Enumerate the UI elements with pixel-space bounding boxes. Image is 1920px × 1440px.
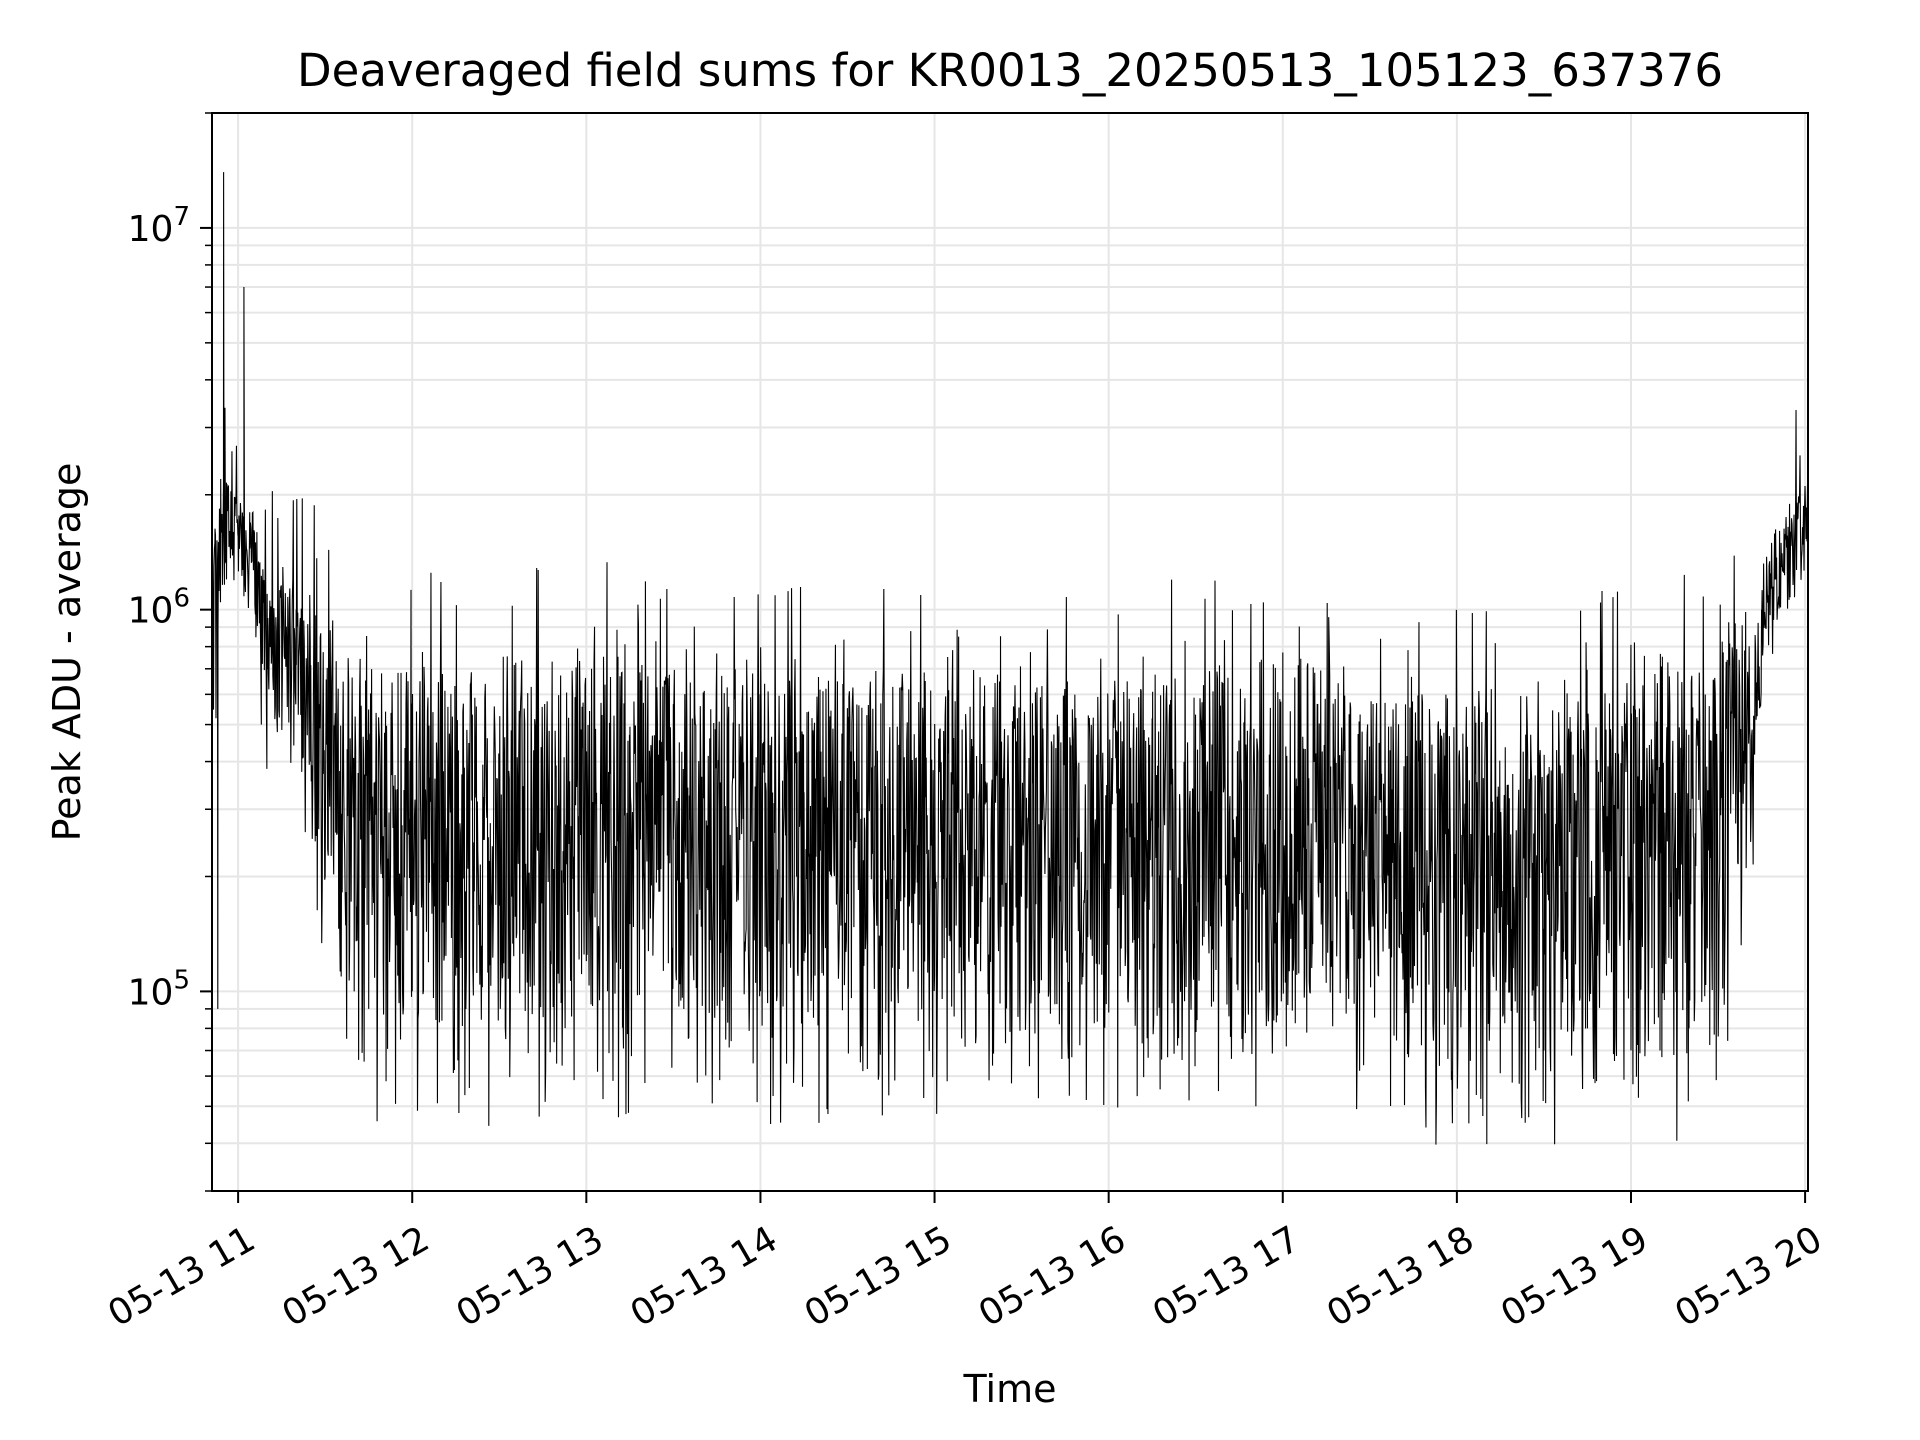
x-axis-label: Time — [963, 1367, 1057, 1411]
series-line — [211, 172, 1809, 1145]
chart-title: Deaveraged field sums for KR0013_2025051… — [297, 44, 1723, 97]
x-tick-label: 05-13 20 — [1668, 1219, 1829, 1335]
x-tick-label: 05-13 12 — [276, 1219, 437, 1335]
x-tick-label: 05-13 16 — [972, 1219, 1133, 1335]
axes-frame — [211, 112, 1809, 1192]
x-tick-label: 05-13 13 — [450, 1219, 611, 1335]
y-tick-label: 107 — [128, 202, 190, 250]
x-tick-label: 05-13 11 — [101, 1219, 262, 1335]
x-tick-label: 05-13 19 — [1494, 1219, 1655, 1335]
x-tick-label: 05-13 14 — [624, 1219, 785, 1335]
x-tick-label: 05-13 18 — [1320, 1219, 1481, 1335]
x-tick-label: 05-13 15 — [798, 1219, 959, 1335]
y-axis-label: Peak ADU - average — [45, 463, 89, 842]
x-tick-label: 05-13 17 — [1146, 1219, 1307, 1335]
y-tick-label: 105 — [128, 965, 190, 1013]
plot-area — [211, 172, 1809, 1145]
y-tick-label: 106 — [128, 584, 190, 632]
